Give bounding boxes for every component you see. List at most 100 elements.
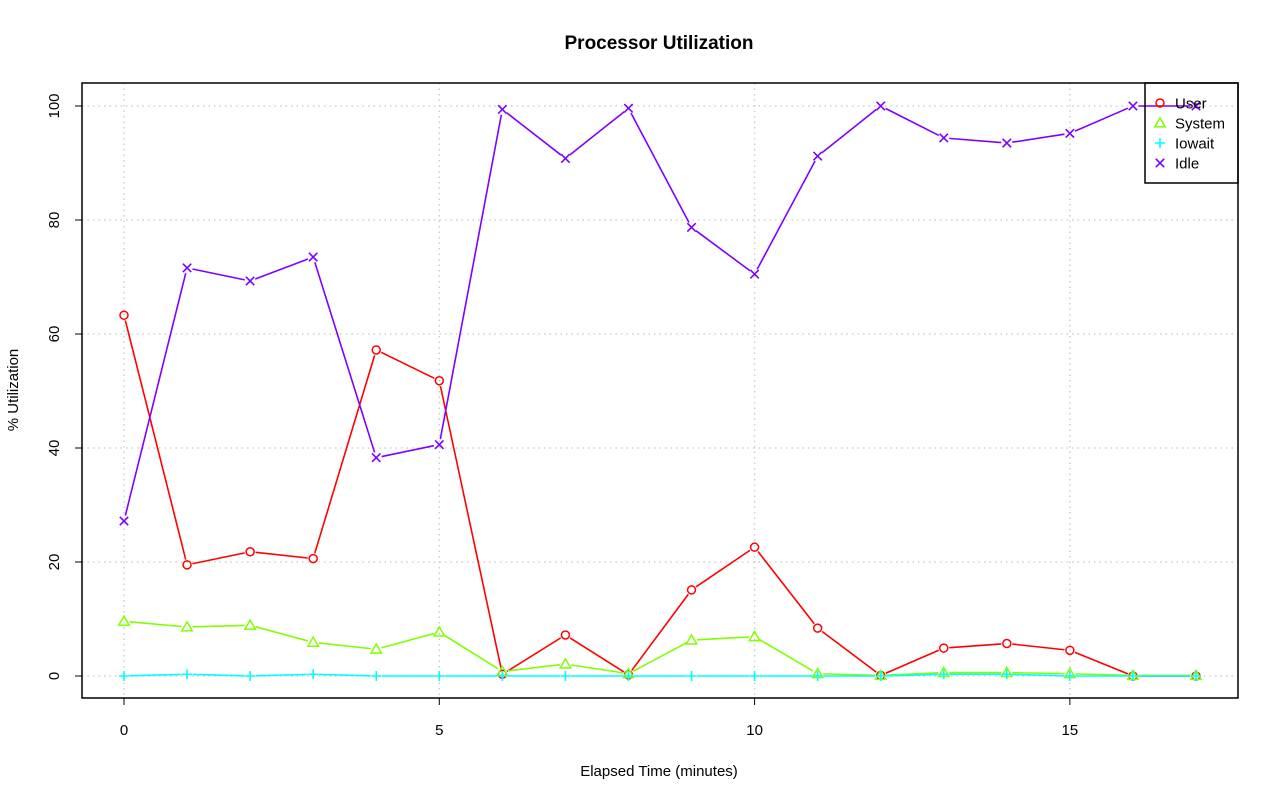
- data-point-iowait: [119, 671, 129, 681]
- data-point-idle: [119, 516, 129, 526]
- series-user: [119, 310, 1201, 681]
- series-system-segment: [507, 663, 561, 672]
- series-iowait-segment: [255, 673, 308, 677]
- data-point-system: [369, 642, 383, 654]
- legend-label-iowait: Iowait: [1175, 136, 1215, 153]
- series-user-segment: [124, 320, 187, 560]
- y-tick-label: 80: [46, 212, 63, 229]
- data-point-user: [182, 560, 192, 570]
- series-user-segment: [949, 643, 1002, 649]
- series-user-segment: [1074, 651, 1129, 675]
- data-point-idle: [1128, 101, 1138, 111]
- series-system-segment: [318, 642, 371, 650]
- y-tick-label: 100: [46, 93, 63, 118]
- data-point-iowait: [497, 671, 508, 681]
- series-idle-segment: [192, 268, 245, 281]
- legend-item-idle: Idle: [1155, 156, 1199, 173]
- series-system-segment: [758, 638, 814, 672]
- series-user-segment: [757, 551, 815, 625]
- data-point-idle: [686, 222, 697, 233]
- series-system-segment: [823, 673, 876, 677]
- series-system-segment: [696, 636, 750, 641]
- y-tick-label: 0: [46, 672, 63, 680]
- series-user-segment: [821, 630, 877, 673]
- data-point-user: [812, 623, 823, 633]
- y-tick-label: 20: [46, 554, 63, 571]
- legend-item-user: User: [1155, 96, 1207, 113]
- data-point-user: [308, 553, 318, 564]
- series-user-segment: [192, 552, 245, 565]
- data-point-idle: [434, 439, 445, 450]
- data-point-user: [371, 345, 381, 355]
- x-tick-label: 10: [746, 722, 763, 739]
- data-point-system: [180, 620, 194, 632]
- series-idle-segment: [695, 230, 751, 272]
- x-axis-label: Elapsed Time (minutes): [580, 763, 738, 780]
- legend-marker-system: [1153, 116, 1167, 128]
- series-iowait-segment: [886, 673, 939, 677]
- y-tick-label: 40: [46, 440, 63, 457]
- series-idle-segment: [314, 262, 376, 453]
- series-system-segment: [381, 632, 435, 649]
- data-point-idle: [875, 101, 886, 111]
- series-idle-segment: [949, 137, 1002, 144]
- x-tick-label: 5: [435, 722, 443, 739]
- series-iowait-segment: [129, 673, 182, 677]
- data-point-iowait: [812, 671, 823, 681]
- series-system-segment: [632, 641, 688, 672]
- series-layer: [117, 101, 1203, 681]
- data-point-user: [560, 630, 571, 640]
- series-user-segment: [314, 354, 376, 554]
- data-point-user: [939, 643, 949, 653]
- data-point-iowait: [1191, 671, 1201, 681]
- data-point-iowait: [434, 671, 445, 681]
- series-user-segment: [380, 351, 435, 380]
- series-idle-segment: [1074, 107, 1129, 132]
- x-tick-label: 0: [120, 722, 128, 739]
- series-iowait-segment: [192, 673, 245, 677]
- series-idle-segment: [885, 107, 940, 137]
- series-user-segment: [439, 385, 502, 670]
- series-idle-segment: [439, 114, 503, 440]
- series-user-segment: [506, 637, 562, 673]
- series-system-segment: [255, 625, 309, 642]
- series-user-segment: [885, 649, 940, 674]
- data-point-idle: [182, 263, 192, 273]
- series-iowait: [119, 669, 1201, 681]
- data-point-iowait: [749, 671, 760, 681]
- y-tick-label: 60: [46, 326, 63, 343]
- series-idle-segment: [381, 444, 435, 458]
- data-point-user: [1002, 638, 1012, 649]
- series-user-segment: [695, 549, 751, 588]
- data-point-idle: [560, 153, 571, 164]
- data-point-iowait: [1064, 671, 1075, 681]
- data-point-user: [749, 542, 760, 552]
- data-point-iowait: [182, 669, 193, 680]
- data-point-system: [306, 635, 320, 648]
- data-point-user: [434, 375, 445, 386]
- legend: User System Iowait Idle: [1144, 82, 1239, 184]
- plot-frame: [81, 82, 1239, 699]
- data-point-iowait: [623, 671, 634, 681]
- data-point-idle: [749, 269, 760, 279]
- data-point-iowait: [938, 669, 949, 680]
- series-user-segment: [569, 637, 625, 673]
- series-user-segment: [1012, 643, 1065, 651]
- data-point-system: [748, 629, 762, 642]
- data-point-idle: [371, 452, 382, 463]
- series-idle-segment: [506, 112, 562, 156]
- data-point-idle: [938, 133, 949, 143]
- series-idle-segment: [254, 258, 309, 280]
- data-point-user: [119, 310, 129, 320]
- legend-marker-iowait: [1155, 138, 1165, 148]
- data-point-idle: [1065, 128, 1075, 139]
- data-point-iowait: [371, 671, 382, 681]
- series-system-segment: [570, 664, 624, 674]
- data-point-system: [117, 614, 131, 626]
- data-point-system: [685, 633, 699, 645]
- series-idle-segment: [124, 273, 187, 516]
- data-point-system: [243, 618, 257, 630]
- legend-label-system: System: [1175, 116, 1225, 133]
- series-system-segment: [129, 620, 182, 628]
- data-point-system: [432, 625, 446, 637]
